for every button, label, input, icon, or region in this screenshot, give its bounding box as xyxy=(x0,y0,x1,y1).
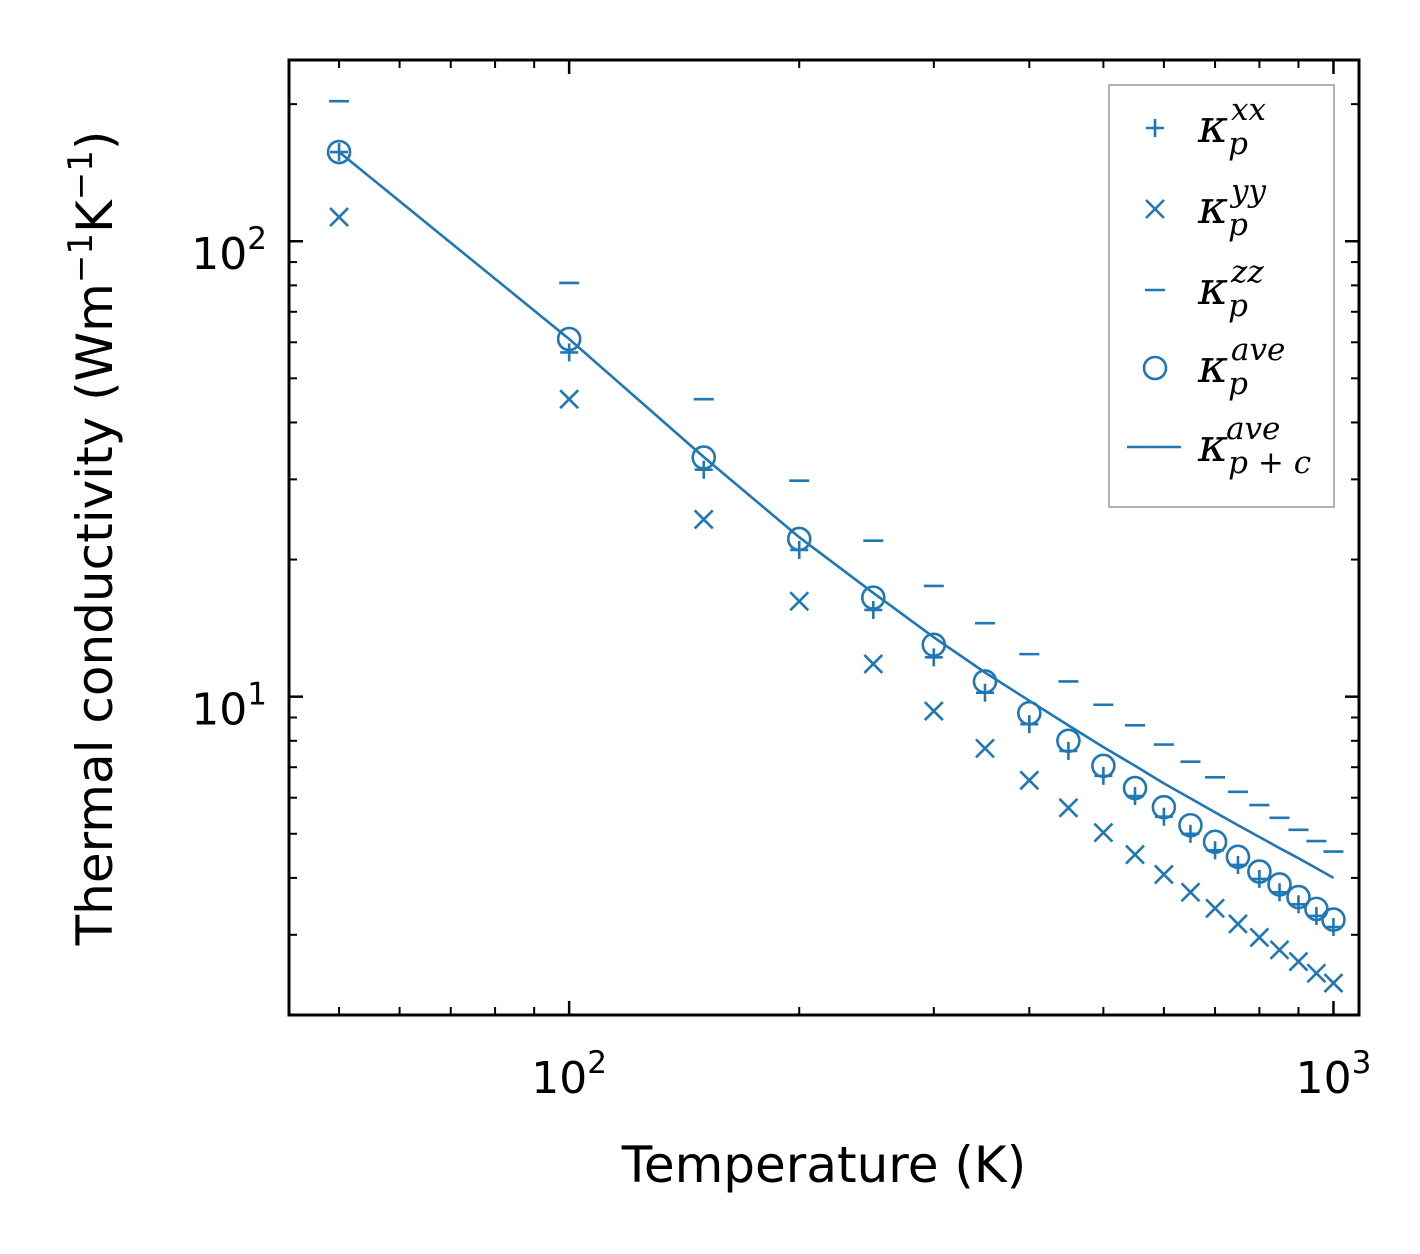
series-kappa-p-ave-point-650 xyxy=(1178,812,1203,838)
legend-entry-kappa-p-yy-label: κpyy xyxy=(1197,173,1267,243)
series-kappa-p-ave-point-100 xyxy=(556,326,582,352)
legend-entry-kappa-p-ave-swatch xyxy=(1142,355,1168,381)
series-kappa-p-yy-point-850 xyxy=(1269,939,1290,960)
series-kappa-p-yy-point-800-b xyxy=(1249,927,1270,948)
series-kappa-p-ave-point-500 xyxy=(1091,753,1116,779)
legend-entry-kappa-p-c-ave: κp + cave xyxy=(1127,411,1311,481)
series-kappa-p-yy-point-850-b xyxy=(1269,939,1290,960)
series-kappa-p-yy-point-100 xyxy=(559,389,580,410)
legend-entry-kappa-p-c-ave-label: κp + cave xyxy=(1197,411,1311,481)
y-axis-label: Thermal conductivity (Wm−1K−1) xyxy=(61,131,124,947)
plot-marks xyxy=(326,99,1346,994)
series-kappa-p-yy-point-900 xyxy=(1288,951,1309,972)
series-kappa-p-yy-point-700 xyxy=(1205,898,1225,919)
series-kappa-p-ave-point-350 xyxy=(972,669,998,694)
series-kappa-p-yy-point-450 xyxy=(1058,797,1079,818)
series-kappa-p-xx-point-250 xyxy=(864,600,883,619)
x-axis-label: Temperature (K) xyxy=(621,1136,1026,1194)
series-kappa-p-ave-point-900 xyxy=(1286,884,1311,910)
axis-tick-labels: 102 103 101 102 xyxy=(191,221,1371,1104)
series-kappa-p-yy-point-100-b xyxy=(559,389,580,410)
series-kappa-p-yy-point-550 xyxy=(1125,844,1145,865)
series-kappa-p-c-ave xyxy=(338,150,1335,880)
series-kappa-p-ave-point-250 xyxy=(860,585,886,610)
series-kappa-p-yy-point-400-b xyxy=(1019,770,1040,791)
y-tick-label-100: 102 xyxy=(191,221,267,280)
legend: κpxx κpyy κpzz κpave κp + cave xyxy=(1108,84,1335,508)
series-kappa-p-yy-point-200 xyxy=(789,591,810,612)
series-kappa-p-yy-point-1000 xyxy=(1323,973,1344,994)
series-kappa-p-yy-point-350 xyxy=(975,738,995,759)
series-kappa-p-yy-point-250 xyxy=(863,654,884,674)
series-kappa-p-yy-point-800 xyxy=(1249,927,1270,948)
legend-entry-kappa-p-zz: κpzz xyxy=(1145,254,1264,324)
x-tick-label-1000: 103 xyxy=(1296,1045,1372,1104)
legend-entry-kappa-p-xx-swatch xyxy=(1146,119,1164,137)
series-kappa-p-yy-point-200-b xyxy=(789,591,810,612)
series-kappa-p-yy-point-950-b xyxy=(1306,963,1327,984)
series-kappa-p-yy-point-50-b xyxy=(329,207,349,227)
series-kappa-p-xx-point-800 xyxy=(1250,869,1269,888)
legend-entry-kappa-p-xx: κpxx xyxy=(1146,92,1267,162)
series-kappa-p-ave-point-200 xyxy=(786,526,812,552)
series-kappa-p-yy-point-400 xyxy=(1019,770,1040,791)
series-kappa-p-yy-point-700-b xyxy=(1205,898,1225,919)
legend-box xyxy=(1108,84,1335,508)
series-kappa-p-yy-point-450-b xyxy=(1058,797,1079,818)
series-kappa-p-ave-point-850 xyxy=(1267,872,1292,897)
series-kappa-p-xx-point-50 xyxy=(330,143,349,162)
legend-entry-kappa-p-yy-swatch-b xyxy=(1145,199,1165,219)
plot-frame xyxy=(287,58,1361,1017)
y-tick-label-10: 101 xyxy=(191,677,267,736)
series-kappa-p-xx-point-1000 xyxy=(1324,918,1343,937)
series-kappa-p-ave-point-450 xyxy=(1056,728,1081,754)
series-kappa-p-xx-point-300 xyxy=(924,648,943,667)
series-kappa-p-yy-point-350-b xyxy=(975,738,995,759)
series-kappa-p-ave-point-1000 xyxy=(1321,907,1346,932)
legend-entry-kappa-p-xx-label: κpxx xyxy=(1197,92,1267,162)
series-kappa-p-xx-point-900 xyxy=(1289,895,1308,914)
series-kappa-p-yy-point-750 xyxy=(1228,913,1248,934)
x-tick-label-100: 102 xyxy=(531,1045,607,1104)
series-kappa-p-ave-point-550 xyxy=(1122,775,1148,801)
series-kappa-p-yy-point-650-b xyxy=(1180,882,1201,903)
series-kappa-p-ave-point-50 xyxy=(326,139,352,165)
series-kappa-p-ave-point-700 xyxy=(1202,829,1228,855)
series-kappa-p-yy-point-300 xyxy=(923,701,944,721)
legend-entry-kappa-p-ave: κpave xyxy=(1142,332,1285,402)
series-kappa-p-ave-point-750 xyxy=(1225,844,1251,870)
series-kappa-p-yy-point-600 xyxy=(1153,864,1174,885)
series-kappa-p-yy-point-500 xyxy=(1093,822,1114,843)
series-kappa-p-yy-point-500-b xyxy=(1093,822,1114,843)
series-kappa-p-yy-point-1000-b xyxy=(1323,973,1344,994)
legend-entry-kappa-p-yy: κpyy xyxy=(1145,173,1267,243)
legend-entry-kappa-p-zz-label: κpzz xyxy=(1197,254,1264,324)
series-kappa-p-yy-point-950 xyxy=(1306,963,1327,984)
series-kappa-p-yy-point-250-b xyxy=(863,654,884,674)
series-kappa-p-zz xyxy=(329,99,1344,853)
series-kappa-p-yy-point-600-b xyxy=(1153,864,1174,885)
series-kappa-p-ave-point-150 xyxy=(691,445,717,470)
series-kappa-p-c-ave-line xyxy=(338,150,1335,880)
series-kappa-p-yy-point-900-b xyxy=(1288,951,1309,972)
legend-entry-kappa-p-yy-swatch xyxy=(1145,199,1165,219)
series-kappa-p-ave-point-800 xyxy=(1247,859,1272,884)
series-kappa-p-yy-point-750-b xyxy=(1228,913,1248,934)
series-kappa-p-yy-point-150-b xyxy=(693,509,714,530)
legend-entry-kappa-p-ave-label: κpave xyxy=(1197,332,1285,402)
series-kappa-p-yy-point-550-b xyxy=(1125,844,1145,865)
series-kappa-p-yy-point-650 xyxy=(1180,882,1201,903)
series-kappa-p-yy xyxy=(329,207,1344,994)
series-kappa-p-ave-point-600 xyxy=(1151,794,1177,820)
series-kappa-p-xx-point-100 xyxy=(560,343,579,362)
series-kappa-p-yy-point-50 xyxy=(329,207,349,227)
series-kappa-p-yy-point-150 xyxy=(693,509,714,530)
axis-ticks xyxy=(289,60,1359,1016)
series-kappa-p-yy-point-300-b xyxy=(923,701,944,721)
series-kappa-p-ave xyxy=(326,139,1346,932)
